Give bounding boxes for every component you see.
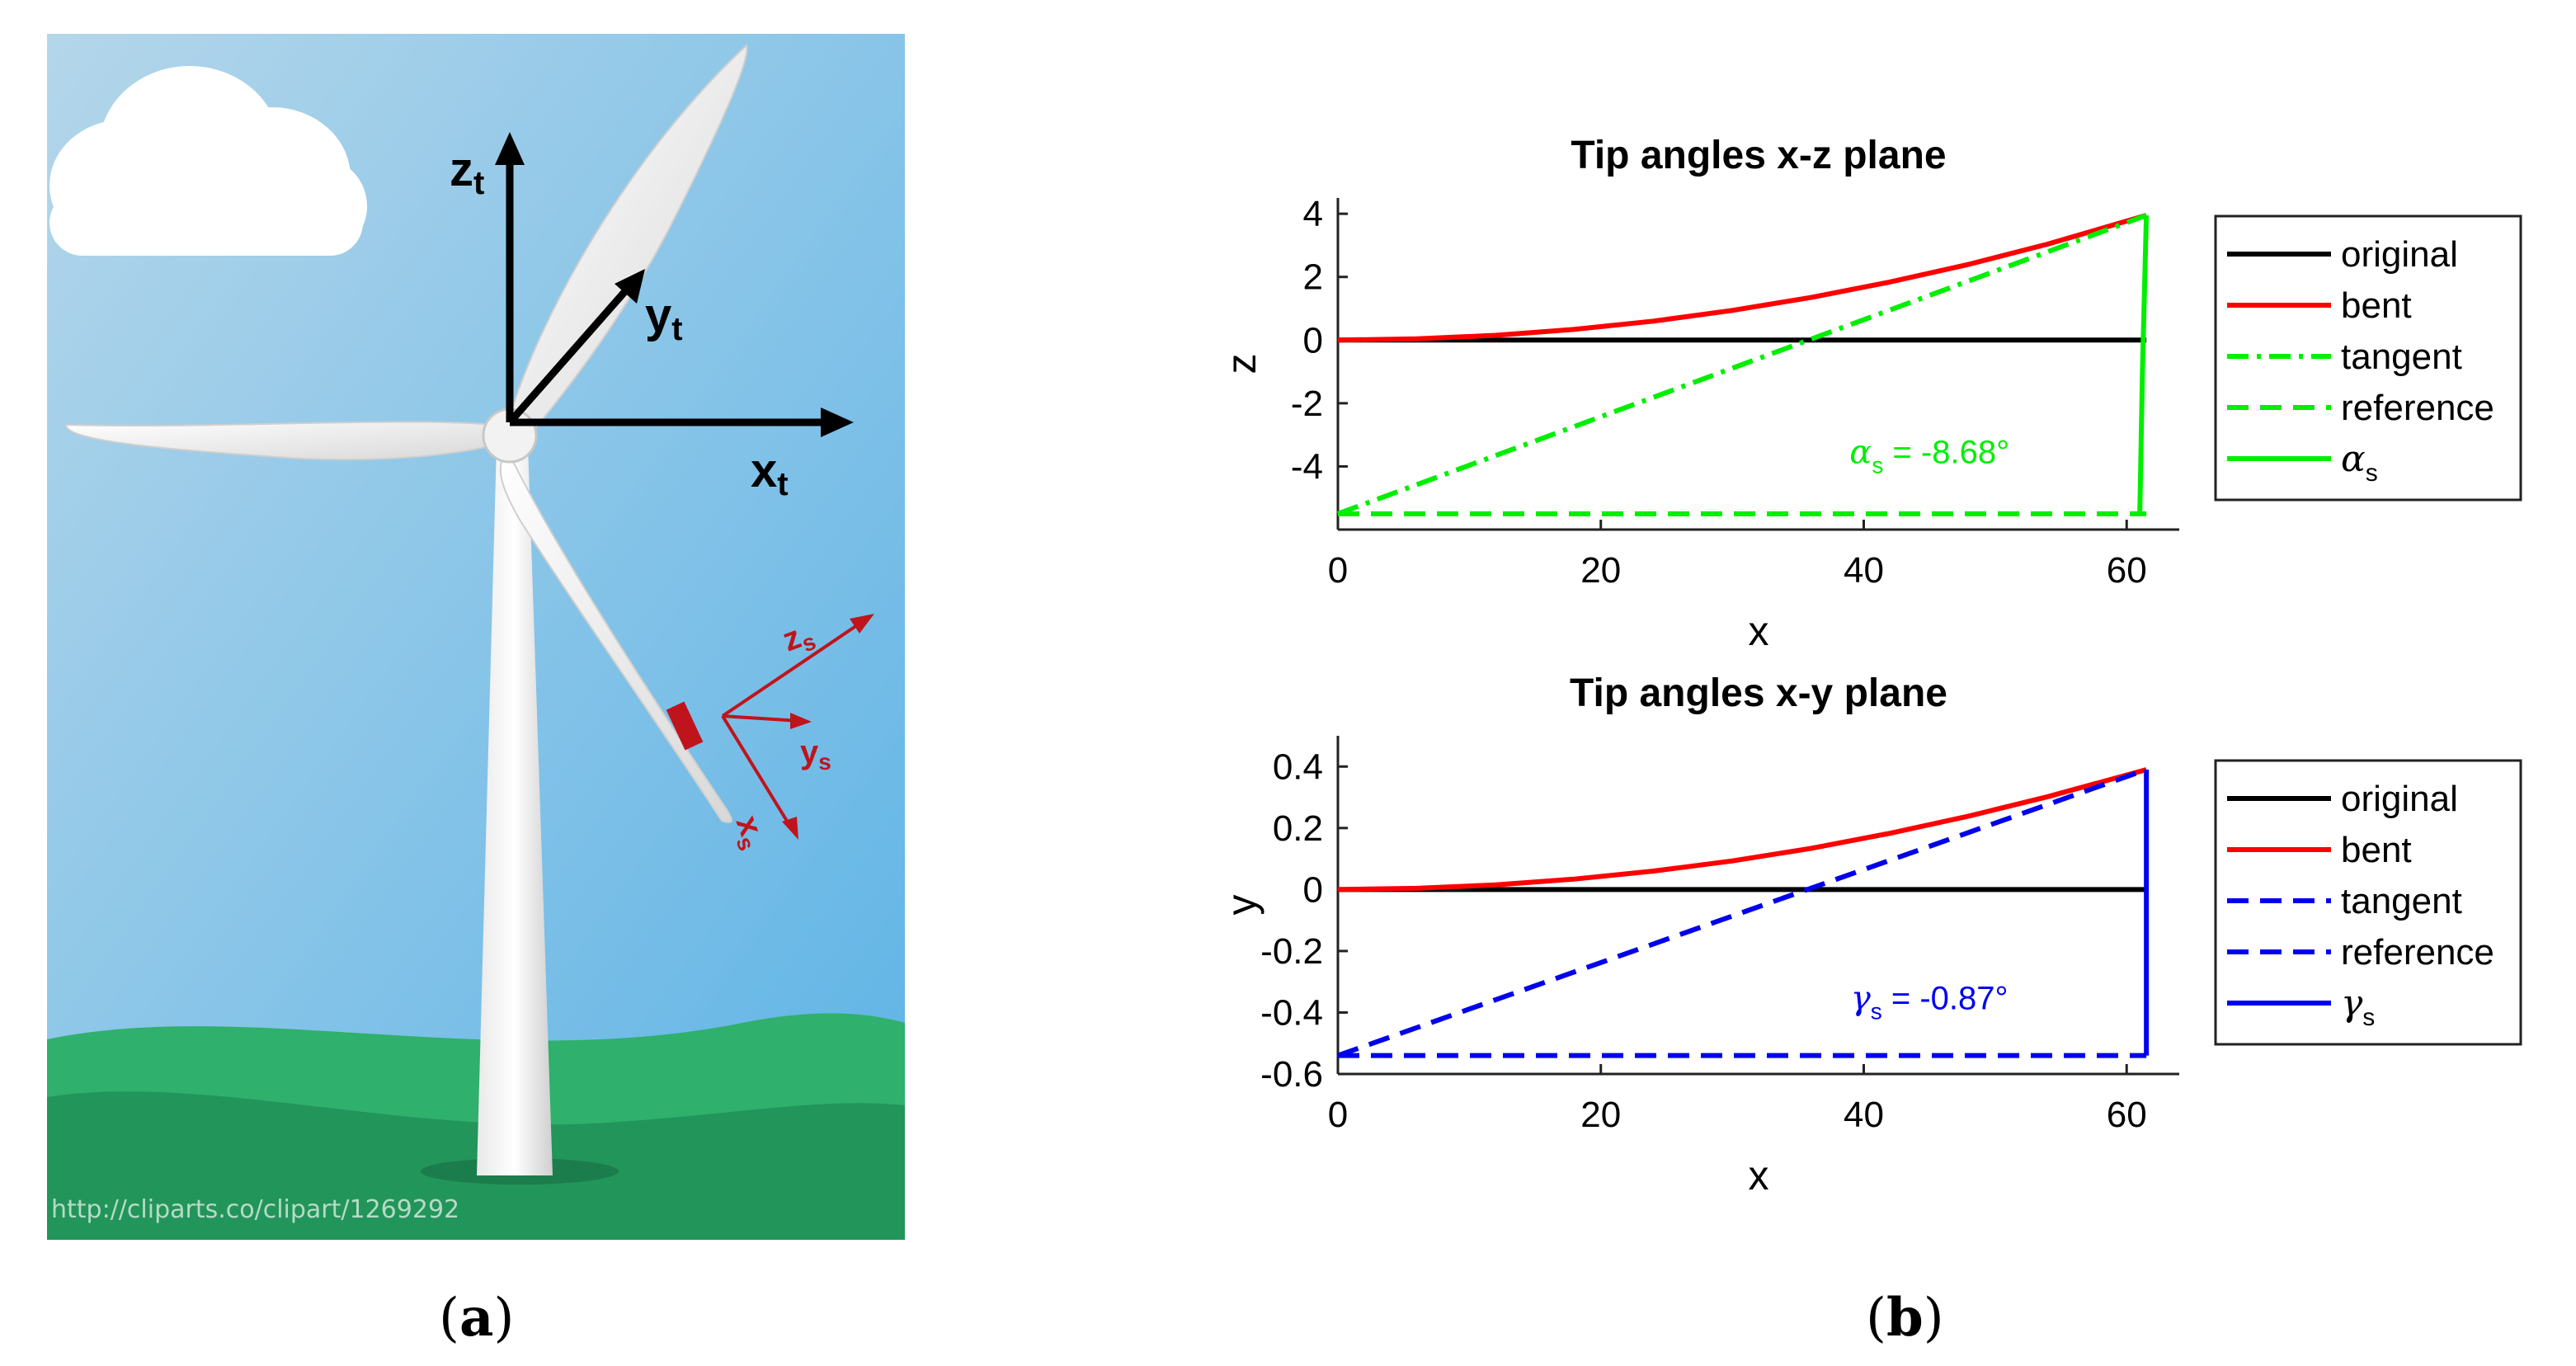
y-tick-label: 2: [1303, 257, 1323, 298]
series-line-tangent: [1336, 767, 2148, 1058]
blade-sensor: [666, 701, 704, 751]
x-tick-label: 40: [1844, 1095, 1884, 1135]
legend-label: bent: [2341, 830, 2412, 870]
series-line-tangent: [1336, 213, 2148, 516]
cloud: [49, 66, 367, 256]
legend-label: γs: [2341, 982, 2375, 1031]
chart-2: Tip angles x-y plane 0 20 40 60 0.4 0.2 0 -0.2 -0…: [1218, 671, 2522, 1199]
legend-label: tangent: [2341, 337, 2462, 377]
caption-b: (b): [1866, 1287, 1944, 1349]
x-tick-label: 60: [2107, 1095, 2147, 1135]
y-tick-label: 4: [1303, 194, 1323, 234]
axis-label-yt: yt: [645, 289, 683, 347]
legend: original bent tangent reference αs: [2214, 214, 2522, 502]
angle-annotation: γs = -0.87°: [1851, 980, 2009, 1024]
axis-label-zt: zt: [450, 143, 484, 201]
x-axis-label: x: [1749, 1152, 1769, 1199]
y-tick-label: -4: [1291, 446, 1323, 487]
source-url: http://cliparts.co/clipart/1269292: [51, 1195, 459, 1224]
y-tick-label: 0.4: [1273, 747, 1323, 787]
series-line-α-s: [2137, 214, 2150, 514]
x-tick-label: 20: [1580, 1095, 1621, 1135]
legend-box: [2214, 214, 2522, 502]
y-tick-label: -0.2: [1260, 931, 1323, 972]
legend-label: reference: [2341, 932, 2494, 973]
legend-label: original: [2341, 234, 2458, 275]
x-tick-label: 60: [2107, 550, 2147, 591]
chart-title: Tip angles x-z plane: [1571, 134, 1946, 177]
y-tick-label: -0.6: [1260, 1054, 1323, 1095]
legend-label: original: [2341, 779, 2458, 819]
series-line-bent: [1337, 213, 2147, 343]
y-axis-label: z: [1218, 354, 1264, 374]
y-axis-label: y: [1218, 895, 1264, 916]
caption-a: (a): [439, 1287, 515, 1349]
legend-label: reference: [2341, 388, 2494, 428]
legend-label: bent: [2341, 285, 2412, 326]
blade-left: [64, 421, 501, 461]
blade-up: [506, 44, 748, 439]
y-tick-label: 0.2: [1273, 808, 1323, 849]
tower: [477, 445, 553, 1175]
turbine-axes: [495, 132, 854, 437]
x-tick-label: 20: [1580, 550, 1621, 591]
series-line-bent: [1337, 767, 2147, 893]
axis-label-ys: ys: [800, 734, 831, 775]
legend: original bent tangent reference γs: [2214, 759, 2522, 1046]
angle-annotation: αs = -8.68°: [1849, 434, 2009, 478]
x-tick-label: 0: [1328, 1095, 1348, 1135]
x-tick-label: 0: [1328, 550, 1348, 591]
y-tick-label: 0: [1303, 320, 1323, 360]
x-tick-label: 40: [1844, 550, 1884, 591]
legend-label: αs: [2341, 438, 2378, 487]
x-axis-label: x: [1749, 608, 1769, 654]
y-tick-label: 0: [1303, 869, 1323, 910]
chart-title: Tip angles x-y plane: [1570, 671, 1947, 715]
axis-label-xt: xt: [751, 444, 789, 502]
legend-label: tangent: [2341, 881, 2462, 921]
y-tick-label: -2: [1291, 384, 1323, 424]
sensor-axes: [721, 614, 874, 840]
y-tick-label: -0.4: [1260, 992, 1323, 1033]
blade-down: [499, 448, 732, 823]
